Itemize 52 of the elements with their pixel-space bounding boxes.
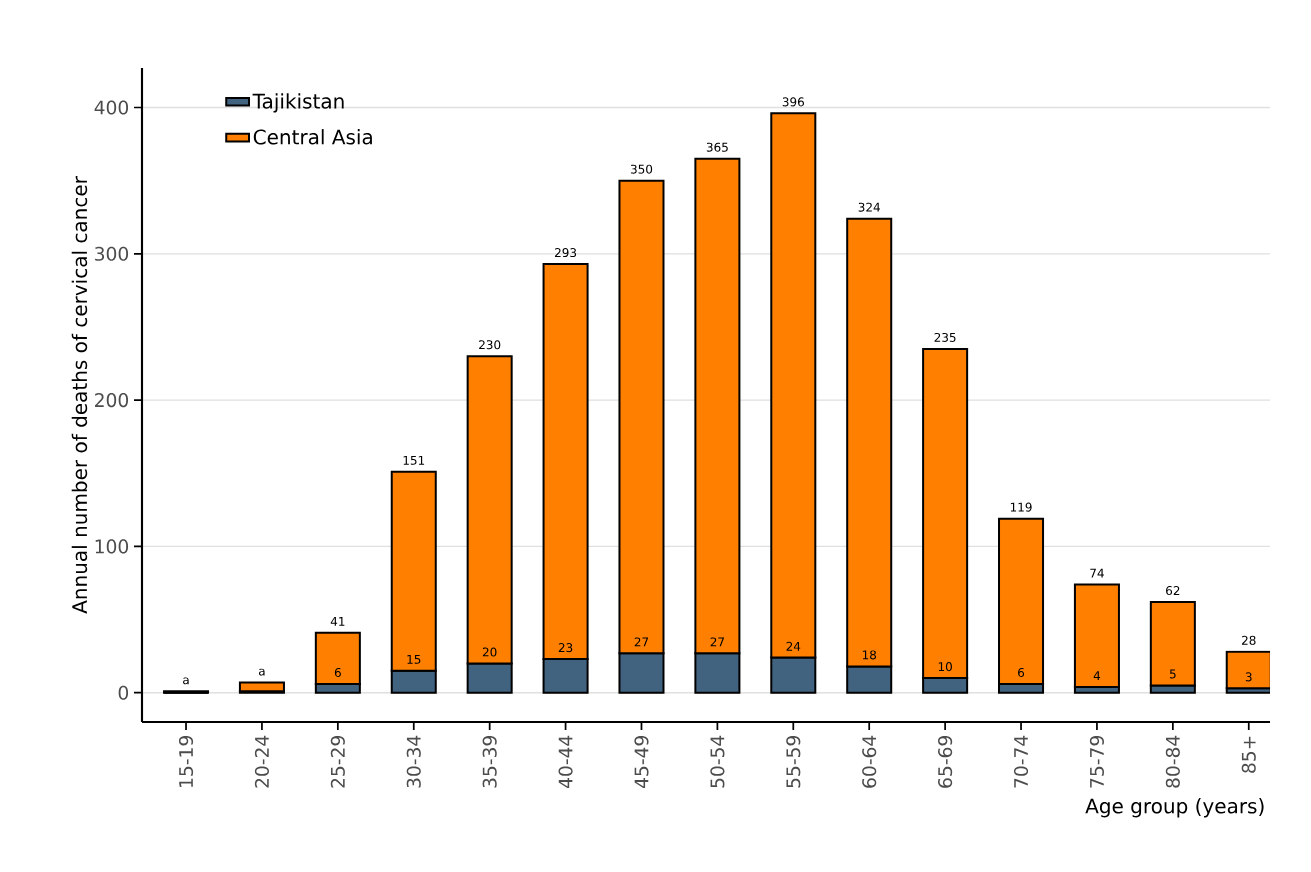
x-tick-label: 25-29 bbox=[330, 736, 345, 788]
total-label: 324 bbox=[858, 202, 880, 212]
x-tick-label: 40-44 bbox=[558, 735, 573, 789]
data-label: 24 bbox=[786, 641, 801, 651]
legend-label: Central Asia bbox=[253, 129, 372, 145]
data-label: 6 bbox=[1018, 667, 1025, 678]
x-tick-label: 80-84 bbox=[1165, 735, 1180, 788]
legend-label: Tajikistan bbox=[252, 93, 344, 113]
data-label: 18 bbox=[862, 650, 877, 660]
x-tick-label: 50-54 bbox=[710, 735, 725, 788]
data-label: 4 bbox=[1093, 671, 1101, 680]
data-label: 5 bbox=[1169, 669, 1176, 679]
total-label: a bbox=[258, 668, 265, 676]
y-tick-label: 400 bbox=[94, 100, 129, 115]
data-label: 27 bbox=[710, 637, 724, 647]
data-label: 20 bbox=[482, 647, 497, 657]
x-tick-label: 30-34 bbox=[406, 735, 421, 788]
data-label: 3 bbox=[1245, 672, 1252, 682]
total-label: 365 bbox=[706, 142, 728, 152]
x-tick-label: 45-49 bbox=[634, 736, 649, 789]
y-tick-label: 100 bbox=[95, 539, 129, 554]
total-label: 41 bbox=[330, 617, 345, 626]
x-tick-label: 65-69 bbox=[938, 736, 953, 788]
total-label: 151 bbox=[403, 455, 425, 465]
total-label: 62 bbox=[1166, 586, 1180, 596]
x-tick-label: 70-74 bbox=[1013, 735, 1029, 788]
total-label: 230 bbox=[479, 340, 501, 350]
y-tick-label: 300 bbox=[95, 246, 129, 261]
total-label: 74 bbox=[1090, 568, 1104, 578]
x-tick-label: 55-59 bbox=[786, 736, 801, 788]
y-axis-title: Annual number of deaths of cervical cancer bbox=[71, 176, 88, 614]
y-tick-label: 200 bbox=[95, 393, 129, 408]
y-tick-label: 0 bbox=[118, 685, 129, 700]
x-tick-label: 60-64 bbox=[862, 735, 877, 788]
x-tick-label: 15-19 bbox=[178, 736, 194, 787]
x-tick-label: 35-39 bbox=[482, 736, 497, 788]
total-label: a bbox=[183, 677, 189, 685]
data-label: 15 bbox=[407, 654, 421, 664]
x-tick-label: 75-79 bbox=[1089, 736, 1104, 788]
x-tick-label: 85+ bbox=[1241, 736, 1256, 773]
total-label: 28 bbox=[1242, 635, 1256, 645]
x-axis-title: Age group (years) bbox=[1085, 798, 1264, 818]
data-label: 10 bbox=[938, 662, 952, 672]
total-label: 350 bbox=[630, 164, 653, 174]
total-label: 119 bbox=[1010, 502, 1032, 512]
total-label: 235 bbox=[934, 332, 956, 342]
x-tick-label: 20-24 bbox=[254, 735, 269, 788]
data-label: 6 bbox=[334, 667, 341, 678]
data-label: 27 bbox=[634, 637, 649, 647]
data-label: 23 bbox=[558, 643, 573, 653]
total-label: 396 bbox=[782, 97, 804, 107]
total-label: 293 bbox=[555, 248, 577, 258]
